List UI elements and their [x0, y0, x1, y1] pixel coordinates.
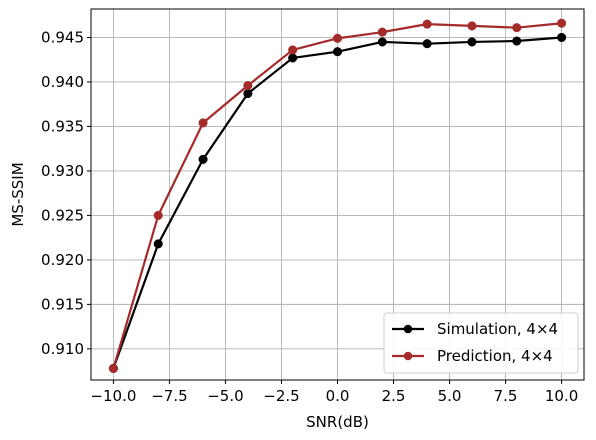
legend-box — [383, 312, 579, 374]
y-tick-label: 0.945 — [41, 28, 84, 46]
y-tick-label: 0.935 — [41, 117, 84, 135]
x-tick-label: 7.5 — [494, 387, 518, 405]
y-axis-title: MS-SSIM — [9, 162, 27, 226]
legend-label-prediction: Prediction, 4×4 — [437, 347, 553, 365]
data-point-simulation — [153, 239, 163, 249]
x-tick-label: −5.0 — [207, 387, 243, 405]
data-point-simulation — [467, 37, 477, 47]
data-point-prediction — [467, 21, 477, 31]
data-point-simulation — [422, 39, 432, 49]
y-tick-label: 0.920 — [41, 251, 84, 269]
legend: Simulation, 4×4 Prediction, 4×4 — [383, 312, 579, 374]
data-point-simulation — [332, 47, 343, 57]
data-point-simulation — [557, 32, 567, 43]
data-point-prediction — [108, 363, 118, 373]
x-tick-label: −7.5 — [151, 387, 187, 405]
y-tick-label: 0.940 — [41, 73, 84, 91]
x-tick-label: 2.5 — [382, 387, 406, 405]
legend-label-simulation: Simulation, 4×4 — [437, 320, 558, 338]
x-tick-label: −10.0 — [90, 387, 136, 405]
data-point-prediction — [512, 23, 522, 33]
data-point-simulation — [243, 88, 253, 99]
data-point-prediction — [243, 80, 253, 91]
x-tick-label: 5.0 — [438, 387, 462, 405]
y-tick-label: 0.930 — [41, 162, 84, 180]
data-point-prediction — [288, 45, 298, 55]
series-layer — [108, 18, 567, 373]
data-point-prediction — [422, 19, 432, 29]
legend-marker-prediction — [403, 351, 413, 361]
legend-marker-simulation — [403, 324, 413, 334]
data-point-prediction — [557, 18, 567, 28]
data-point-simulation — [512, 36, 522, 46]
data-point-prediction — [198, 118, 208, 128]
x-tick-label: 10.0 — [545, 387, 578, 405]
y-tick-label: 0.915 — [41, 295, 84, 313]
y-tick-label: 0.910 — [41, 340, 84, 358]
y-tick-label: 0.925 — [41, 206, 84, 224]
data-point-prediction — [377, 27, 387, 37]
data-point-simulation — [377, 37, 387, 47]
x-axis-title: SNR(dB) — [306, 413, 369, 431]
x-tick-label: 0.0 — [326, 387, 350, 405]
data-point-simulation — [288, 53, 298, 63]
x-tick-label: −2.5 — [263, 387, 299, 405]
tick-layer: −10.0 −7.5 −5.0 −2.5 0.0 2.5 5.0 7.5 10.0 0.910 0.… — [41, 28, 578, 405]
data-point-prediction — [153, 210, 163, 220]
data-point-simulation — [198, 154, 208, 164]
data-point-prediction — [332, 33, 343, 43]
